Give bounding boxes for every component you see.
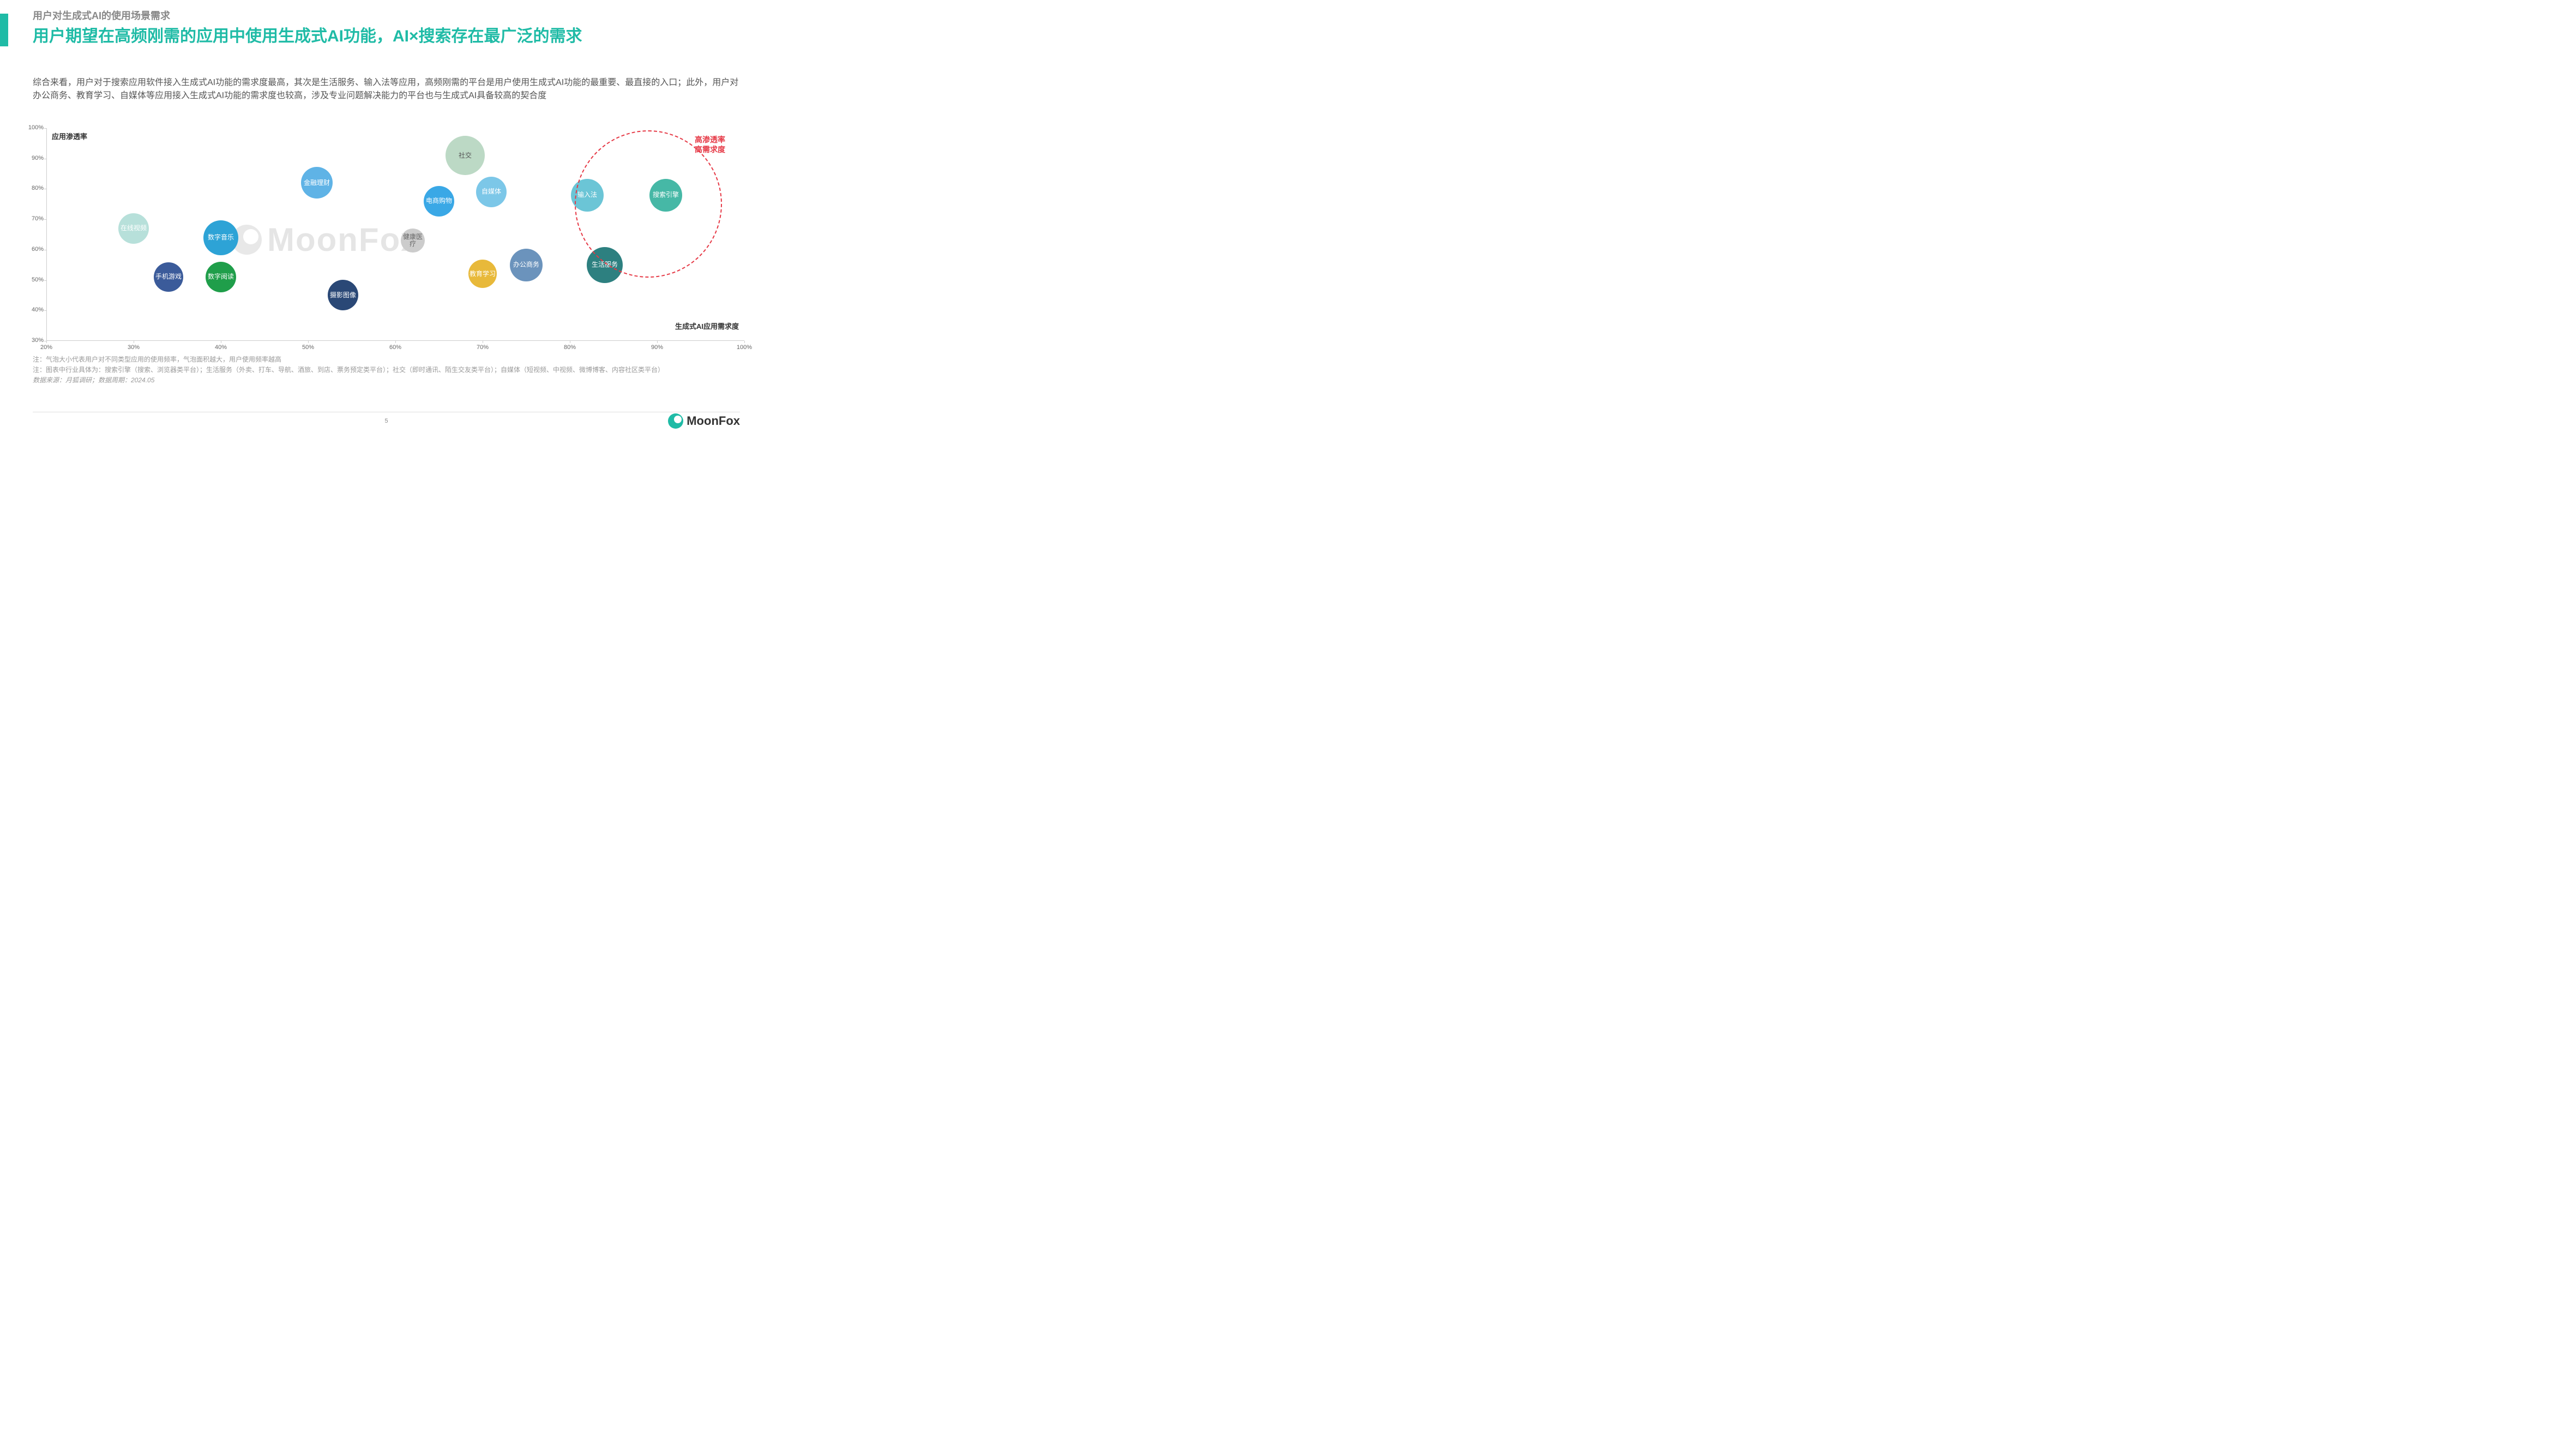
page-number: 5 bbox=[384, 418, 388, 424]
bubble-办公商务: 办公商务 bbox=[510, 249, 543, 281]
bubble-社交: 社交 bbox=[446, 136, 485, 175]
y-tick-label: 40% bbox=[27, 307, 44, 313]
x-tick-label: 50% bbox=[297, 344, 319, 351]
y-tick-label: 80% bbox=[27, 185, 44, 191]
x-tick-label: 40% bbox=[210, 344, 232, 351]
page-description: 综合来看，用户对于搜索应用软件接入生成式AI功能的需求度最高，其次是生活服务、输… bbox=[33, 76, 742, 103]
y-tick-label: 50% bbox=[27, 277, 44, 283]
watermark-text: MoonFox bbox=[267, 221, 420, 259]
brand-logo: MoonFox bbox=[668, 413, 740, 429]
footnote-line: 注：气泡大小代表用户对不同类型应用的使用频率，气泡面积越大，用户使用频率越高 bbox=[33, 355, 664, 365]
bubble-在线视频: 在线视频 bbox=[118, 213, 149, 244]
brand-name: MoonFox bbox=[687, 414, 740, 428]
x-tick bbox=[46, 341, 47, 343]
bubble-输入法: 输入法 bbox=[571, 179, 604, 212]
y-tick bbox=[44, 280, 46, 281]
bubble-chart: 应用渗透率 生成式AI应用需求度 MoonFox 在线视频手机游戏数字音乐数字阅… bbox=[46, 128, 744, 341]
x-tick bbox=[657, 341, 658, 343]
bubble-摄影图像: 摄影图像 bbox=[328, 280, 358, 310]
bubble-手机游戏: 手机游戏 bbox=[154, 262, 183, 292]
chart-watermark: MoonFox bbox=[232, 221, 420, 259]
x-tick-label: 80% bbox=[559, 344, 581, 351]
y-axis-line bbox=[46, 128, 47, 341]
y-axis-title: 应用渗透率 bbox=[52, 131, 87, 141]
bubble-教育学习: 教育学习 bbox=[468, 260, 497, 288]
footnote-line: 数据来源：月狐调研；数据周期：2024.05 bbox=[33, 375, 664, 386]
page-title: 用户期望在高频刚需的应用中使用生成式AI功能，AI×搜索存在最广泛的需求 bbox=[33, 26, 582, 47]
x-tick-label: 30% bbox=[123, 344, 145, 351]
highlight-label: 高渗透率高需求度 bbox=[695, 135, 725, 154]
bubble-自媒体: 自媒体 bbox=[476, 177, 507, 207]
x-tick bbox=[395, 341, 396, 343]
x-axis-title: 生成式AI应用需求度 bbox=[675, 321, 739, 331]
x-tick-label: 90% bbox=[646, 344, 668, 351]
y-tick-label: 30% bbox=[27, 337, 44, 344]
bubble-生活服务: 生活服务 bbox=[587, 247, 623, 283]
bubble-数字阅读: 数字阅读 bbox=[206, 262, 236, 292]
page-subtitle: 用户对生成式AI的使用场景需求 bbox=[33, 8, 170, 22]
bubble-电商购物: 电商购物 bbox=[424, 186, 454, 217]
x-tick-label: 70% bbox=[472, 344, 493, 351]
y-tick bbox=[44, 128, 46, 129]
bubble-搜索引擎: 搜索引擎 bbox=[649, 179, 682, 212]
accent-bar bbox=[0, 14, 8, 46]
footnotes: 注：气泡大小代表用户对不同类型应用的使用频率，气泡面积越大，用户使用频率越高 注… bbox=[33, 355, 664, 386]
x-tick-label: 60% bbox=[384, 344, 406, 351]
bubble-数字音乐: 数字音乐 bbox=[203, 220, 238, 255]
y-tick-label: 60% bbox=[27, 246, 44, 253]
moonfox-icon bbox=[668, 413, 683, 429]
x-tick bbox=[308, 341, 309, 343]
y-tick-label: 90% bbox=[27, 155, 44, 161]
bubble-健康医疗: 健康医疗 bbox=[401, 229, 425, 253]
y-tick bbox=[44, 219, 46, 220]
y-tick bbox=[44, 310, 46, 311]
x-tick bbox=[744, 341, 745, 343]
bubble-金融理财: 金融理财 bbox=[301, 167, 333, 199]
y-tick-label: 70% bbox=[27, 215, 44, 222]
x-tick-label: 100% bbox=[733, 344, 755, 351]
x-tick-label: 20% bbox=[35, 344, 57, 351]
footnote-line: 注：图表中行业具体为：搜索引擎（搜索、浏览器类平台）；生活服务（外卖、打车、导航… bbox=[33, 365, 664, 375]
y-tick-label: 100% bbox=[27, 124, 44, 131]
